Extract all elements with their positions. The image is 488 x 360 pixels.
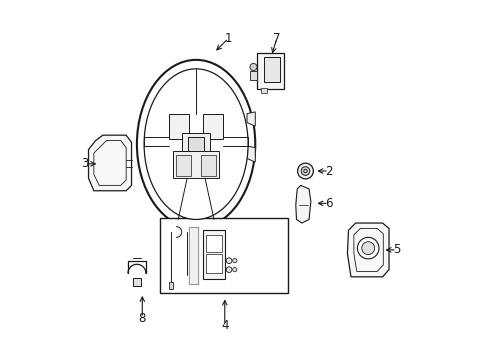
Text: 1: 1 (224, 32, 232, 45)
Polygon shape (88, 135, 131, 191)
Polygon shape (295, 185, 310, 223)
Circle shape (226, 258, 231, 264)
Circle shape (303, 169, 306, 173)
Bar (169, 282, 173, 289)
Bar (203, 230, 224, 279)
Bar (160, 218, 287, 293)
Bar (169, 114, 188, 139)
Bar (182, 134, 210, 153)
Circle shape (232, 258, 237, 263)
Text: 4: 4 (221, 319, 228, 332)
Circle shape (226, 267, 231, 273)
Bar (201, 155, 215, 176)
Circle shape (301, 167, 309, 175)
Bar (189, 227, 197, 284)
Text: 7: 7 (272, 32, 280, 45)
Bar (203, 114, 223, 139)
Bar (132, 278, 141, 286)
Ellipse shape (144, 69, 247, 220)
Text: 3: 3 (81, 157, 88, 170)
Ellipse shape (137, 60, 255, 228)
Text: 8: 8 (138, 311, 146, 325)
Bar (257, 53, 284, 89)
Bar (249, 71, 257, 80)
Bar (176, 155, 190, 176)
Polygon shape (94, 140, 126, 185)
Polygon shape (353, 228, 383, 271)
Bar (260, 88, 266, 93)
Polygon shape (346, 223, 388, 277)
Circle shape (361, 242, 374, 255)
Text: 5: 5 (392, 243, 400, 256)
Text: 6: 6 (325, 197, 332, 210)
Polygon shape (246, 112, 255, 126)
Polygon shape (246, 146, 255, 162)
Circle shape (357, 237, 378, 259)
Bar (263, 57, 279, 82)
Text: 2: 2 (325, 165, 332, 177)
Circle shape (232, 267, 237, 272)
Bar (172, 151, 219, 178)
Circle shape (249, 63, 257, 71)
Bar (188, 137, 203, 150)
Circle shape (297, 163, 313, 179)
Bar (206, 235, 222, 252)
Bar (206, 254, 222, 273)
